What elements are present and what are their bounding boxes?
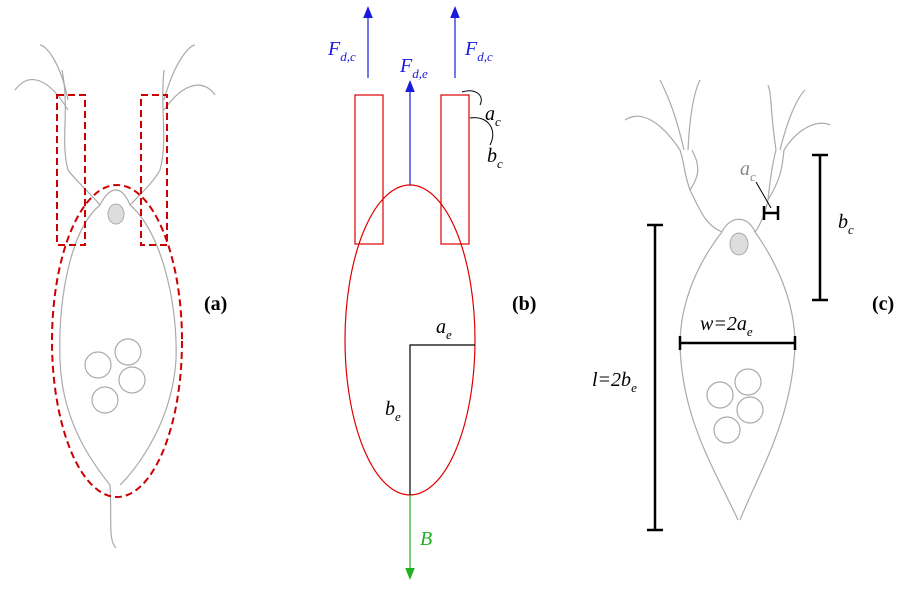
force-label: Fd,e: [399, 55, 428, 81]
symbol: a: [485, 103, 495, 125]
symbol: b: [487, 145, 497, 167]
subscript: d,c: [340, 49, 356, 64]
dimension-label: w=2ae: [700, 313, 753, 339]
subscript: c: [495, 114, 501, 129]
organism-a: [14, 44, 216, 549]
subscript: e: [747, 324, 753, 339]
subscript: c: [497, 156, 503, 171]
subscript: e: [395, 409, 401, 424]
model-b: [344, 6, 494, 580]
subscript: c: [750, 169, 756, 184]
symbol: b: [838, 211, 848, 233]
subscript: c: [848, 222, 854, 237]
buoyancy-label: B: [420, 528, 432, 550]
symbol: w=2a: [700, 313, 747, 335]
symbol: a: [740, 158, 750, 180]
panel-label: (b): [512, 293, 536, 315]
organism-c: [624, 79, 831, 532]
symbol: a: [436, 316, 446, 338]
symbol: F: [399, 55, 413, 77]
subscript: e: [446, 327, 452, 342]
dimension-label: ae: [436, 316, 452, 342]
symbol: l=2b: [592, 369, 631, 391]
panel-label: (a): [204, 293, 227, 315]
subscript: d,e: [412, 66, 428, 81]
force-label: Fd,c: [464, 38, 493, 64]
dimension-label: be: [385, 398, 401, 424]
panel-label: (c): [872, 293, 894, 315]
force-label: Fd,c: [327, 38, 356, 64]
symbol: F: [464, 38, 478, 60]
subscript: e: [631, 380, 637, 395]
symbol: b: [385, 398, 395, 420]
symbol: F: [327, 38, 341, 60]
subscript: d,c: [477, 49, 493, 64]
dimension-label: bc: [487, 145, 503, 171]
dimension-label: bc: [838, 211, 854, 237]
dimension-label: l=2be: [592, 369, 637, 395]
dimension-label: ac: [740, 158, 756, 184]
dimension-label: ac: [485, 103, 501, 129]
